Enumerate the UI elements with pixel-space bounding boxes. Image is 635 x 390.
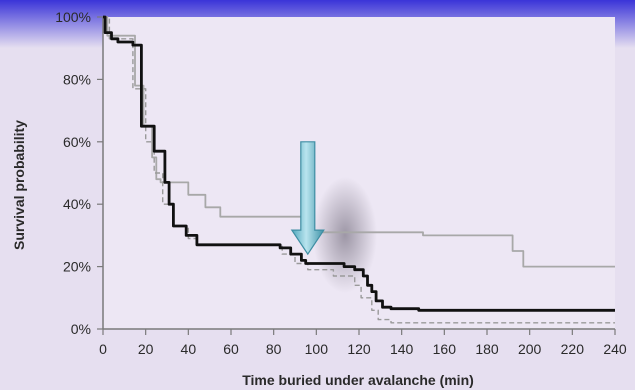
y-tick-label: 40%	[63, 196, 91, 212]
annotation-layer	[290, 141, 325, 256]
x-tick-label: 60	[223, 341, 239, 357]
x-tick-label: 20	[138, 341, 154, 357]
x-tick-label: 160	[433, 341, 457, 357]
labels-layer: 0 20 40 60 80 100 120 140 160 180 200 220 240 0% 20% 40…	[55, 9, 627, 357]
x-tick-label: 200	[518, 341, 542, 357]
x-tick-label: 0	[99, 341, 107, 357]
y-tick-label: 20%	[63, 259, 91, 275]
x-tick-label: 240	[603, 341, 627, 357]
y-tick-label: 100%	[55, 9, 91, 25]
y-axis-title: Survival probability	[11, 120, 27, 250]
x-tick-label: 120	[347, 341, 371, 357]
y-tick-label: 0%	[71, 321, 91, 337]
x-tick-label: 180	[475, 341, 499, 357]
x-tick-label: 40	[181, 341, 197, 357]
x-tick-label: 140	[390, 341, 414, 357]
y-tick-label: 60%	[63, 134, 91, 150]
series-thick-line	[103, 15, 615, 312]
x-axis-title: Time buried under avalanche (min)	[242, 372, 474, 388]
x-tick-label: 100	[305, 341, 329, 357]
x-tick-label: 220	[561, 341, 585, 357]
series-dashed-line	[103, 16, 615, 324]
x-tick-label: 80	[266, 341, 282, 357]
tick-marks	[97, 16, 616, 335]
y-tick-label: 80%	[63, 71, 91, 87]
down-arrow-annotation	[290, 141, 325, 256]
series-layer	[103, 15, 615, 324]
